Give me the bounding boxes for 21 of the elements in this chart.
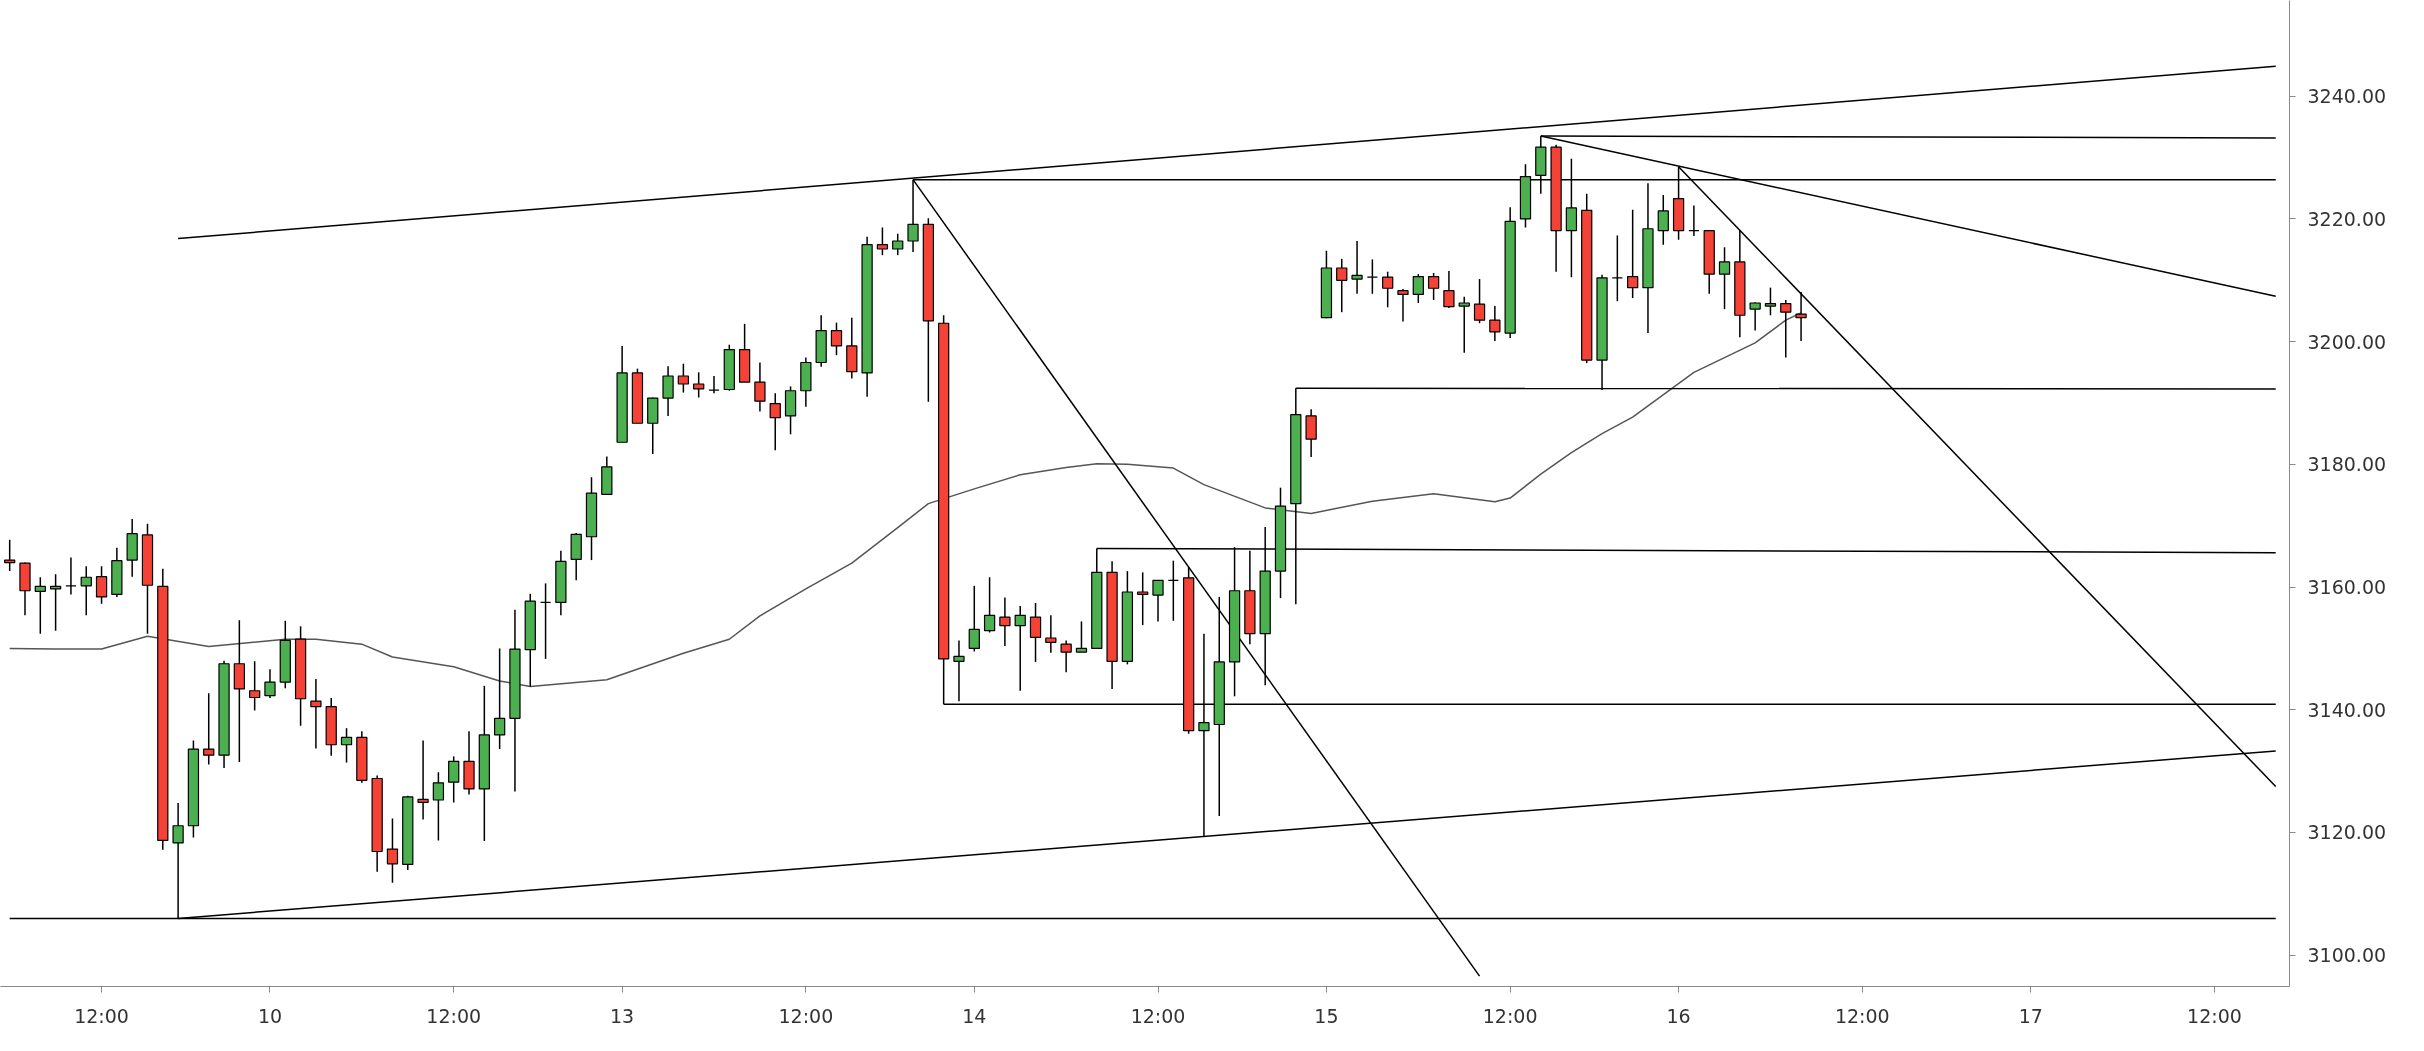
x-tick-label: 10: [257, 1004, 283, 1027]
x-tick-label: 17: [2018, 1004, 2043, 1027]
x-tick-label: 12:00: [74, 1004, 129, 1027]
x-tick-label: 13: [610, 1004, 635, 1027]
y-tick-label: 3120.00: [2307, 821, 2387, 844]
x-tick-label: 12:00: [1482, 1004, 1538, 1027]
y-tick-label: 3240.00: [2307, 85, 2387, 108]
x-tick-label: 12:00: [2187, 1004, 2242, 1027]
x-tick-label: 12:00: [778, 1004, 834, 1027]
y-tick-label: 3220.00: [2307, 207, 2387, 230]
y-tick-label: 3100.00: [2307, 944, 2387, 967]
x-tick-label: 12:00: [1834, 1004, 1890, 1027]
x-tick-label: 16: [1666, 1004, 1691, 1027]
x-tick-label: 14: [962, 1004, 987, 1027]
y-tick-label: 3140.00: [2307, 698, 2387, 721]
x-tick-label: 12:00: [1130, 1004, 1186, 1027]
y-tick-label: 3180.00: [2307, 453, 2387, 476]
x-tick-label: 12:00: [426, 1004, 482, 1027]
x-tick-label: 15: [1314, 1004, 1339, 1027]
y-tick-label: 3160.00: [2307, 576, 2387, 599]
y-tick-label: 3200.00: [2307, 330, 2387, 353]
